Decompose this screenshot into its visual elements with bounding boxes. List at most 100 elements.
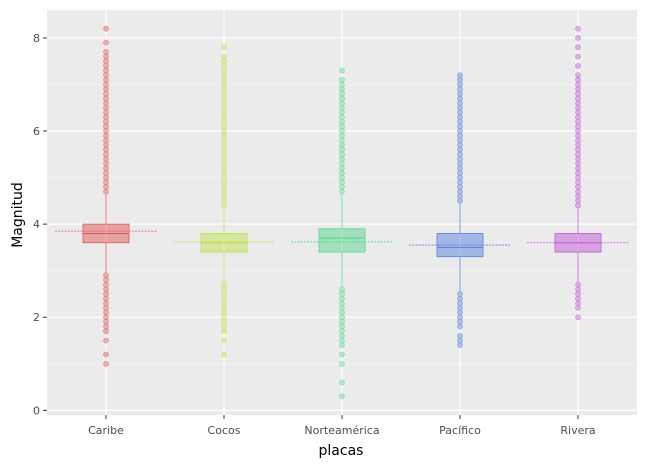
outlier-point: [575, 137, 581, 144]
outlier-point: [221, 188, 227, 195]
box: [318, 228, 366, 253]
outlier-point: [575, 179, 581, 186]
outlier-point: [221, 146, 227, 153]
box-group-Caribe: [55, 25, 157, 367]
outlier-point: [339, 142, 345, 148]
outlier-point: [339, 137, 345, 144]
outlier-point: [339, 337, 345, 344]
outlier-point: [103, 100, 109, 107]
outlier-point: [575, 100, 581, 107]
outlier-point: [339, 314, 345, 321]
outlier-point: [457, 142, 463, 148]
outlier-point: [339, 393, 345, 400]
outlier-point: [221, 305, 227, 311]
outlier-point: [457, 305, 463, 311]
outlier-point: [339, 360, 345, 367]
outlier-point: [221, 114, 227, 120]
outlier-point: [339, 128, 345, 134]
outlier-point: [575, 295, 581, 302]
box-group-Norteamérica: [291, 67, 393, 400]
box-plot-marks: [55, 25, 629, 400]
outlier-point: [575, 123, 581, 130]
outlier-point: [457, 90, 463, 97]
outlier-point: [457, 128, 463, 134]
outlier-point: [575, 314, 581, 321]
outlier-point: [103, 142, 109, 148]
outlier-point: [339, 67, 345, 74]
outlier-point: [103, 305, 109, 311]
outlier-point: [103, 183, 109, 190]
outlier-point: [103, 314, 109, 321]
outlier-point: [457, 188, 463, 195]
outlier-point: [339, 183, 345, 190]
box: [436, 233, 484, 258]
outlier-point: [103, 165, 109, 172]
outlier-point: [457, 95, 463, 102]
outlier-point: [457, 76, 463, 83]
outlier-point: [457, 314, 463, 321]
outlier-point: [103, 76, 109, 83]
outlier-point: [103, 286, 109, 293]
outlier-point: [221, 132, 227, 139]
outlier-point: [575, 25, 581, 32]
outlier-point: [457, 170, 463, 176]
outlier-point: [575, 174, 581, 181]
y-tick-label: 6: [33, 125, 40, 138]
outlier-point: [103, 160, 109, 167]
outlier-point: [103, 67, 109, 74]
outlier-point: [221, 67, 227, 74]
outlier-point: [575, 72, 581, 79]
outlier-point: [339, 81, 345, 88]
outlier-point: [339, 179, 345, 186]
outlier-point: [575, 146, 581, 153]
outlier-point: [221, 170, 227, 176]
outlier-point: [575, 193, 581, 200]
x-axis-title: placas: [319, 443, 364, 459]
outlier-point: [339, 300, 345, 307]
outlier-point: [221, 165, 227, 172]
outlier-point: [457, 123, 463, 130]
outlier-point: [221, 281, 227, 288]
outlier-point: [457, 137, 463, 144]
outlier-point: [103, 123, 109, 130]
outlier-point: [103, 156, 109, 162]
outlier-point: [221, 76, 227, 83]
outlier-point: [339, 323, 345, 330]
outlier-point: [221, 81, 227, 88]
outlier-point: [339, 291, 345, 297]
outlier-point: [103, 90, 109, 97]
outlier-point: [575, 90, 581, 97]
outlier-point: [457, 332, 463, 339]
outlier-point: [575, 160, 581, 167]
outlier-point: [575, 76, 581, 83]
outlier-point: [457, 197, 463, 204]
outlier-point: [575, 165, 581, 172]
outlier-point: [221, 328, 227, 335]
outlier-point: [339, 328, 345, 335]
outlier-point: [103, 351, 109, 358]
outlier-point: [575, 170, 581, 176]
outlier-point: [457, 114, 463, 120]
outlier-point: [575, 286, 581, 293]
outlier-point: [339, 104, 345, 111]
outlier-point: [103, 300, 109, 307]
outlier-point: [221, 44, 227, 51]
outlier-point: [221, 53, 227, 60]
outlier-point: [339, 379, 345, 386]
outlier-point: [103, 323, 109, 330]
x-tick-label: Pacífico: [439, 424, 481, 437]
outlier-point: [457, 151, 463, 158]
x-tick-label: Cocos: [208, 424, 241, 437]
outlier-point: [103, 360, 109, 367]
outlier-point: [339, 156, 345, 162]
outlier-point: [339, 76, 345, 83]
outlier-point: [339, 160, 345, 167]
box-group-Cocos: [173, 44, 275, 358]
outlier-point: [457, 100, 463, 107]
outlier-point: [457, 72, 463, 79]
outlier-point: [339, 286, 345, 293]
outlier-point: [221, 95, 227, 102]
outlier-point: [103, 137, 109, 144]
outlier-point: [103, 39, 109, 46]
